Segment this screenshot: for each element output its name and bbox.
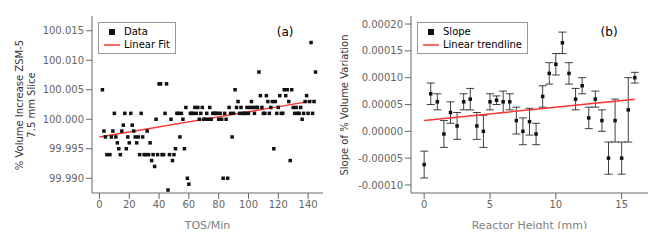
svg-text:99.990: 99.990 <box>49 173 84 184</box>
svg-text:-0.00010: -0.00010 <box>358 180 403 191</box>
html-text:(b): (b) <box>600 24 618 39</box>
svg-text:100: 100 <box>239 199 258 210</box>
svg-text:-0.00005: -0.00005 <box>358 153 403 164</box>
svg-text:5: 5 <box>487 199 493 210</box>
svg-text:20: 20 <box>123 199 136 210</box>
svg-text:TOS/Min: TOS/Min <box>184 219 231 229</box>
html-text:% Volume Increase ZSM-5 7.5 mm: % Volume Increase ZSM-5 7.5 mm Slice <box>14 39 37 170</box>
svg-text:100.000: 100.000 <box>43 114 84 125</box>
svg-text:15: 15 <box>615 199 628 210</box>
svg-text:Reactor Height (mm): Reactor Height (mm) <box>472 219 588 229</box>
svg-text:0.00015: 0.00015 <box>362 45 403 56</box>
svg-text:0.00005: 0.00005 <box>362 99 403 110</box>
svg-text:10: 10 <box>549 199 562 210</box>
svg-text:60: 60 <box>183 199 196 210</box>
svg-text:0: 0 <box>96 199 102 210</box>
svg-text:99.995: 99.995 <box>49 143 84 154</box>
svg-text:100.005: 100.005 <box>43 84 84 95</box>
svg-text:100.015: 100.015 <box>43 25 84 36</box>
svg-text:100.010: 100.010 <box>43 55 84 66</box>
svg-text:0.00020: 0.00020 <box>362 19 403 30</box>
html-text:Linear trendline: Linear trendline <box>443 39 522 50</box>
html-text:Linear Fit: Linear Fit <box>124 39 170 50</box>
svg-text:0.00000: 0.00000 <box>362 126 403 137</box>
html-text:(a): (a) <box>276 24 294 39</box>
svg-text:120: 120 <box>269 199 288 210</box>
html-text:Slope of % Volume Variation: Slope of % Volume Variation <box>339 33 350 176</box>
svg-text:140: 140 <box>299 199 318 210</box>
svg-text:80: 80 <box>212 199 225 210</box>
html-text:Slope: Slope <box>443 26 471 37</box>
svg-text:0: 0 <box>421 199 427 210</box>
html-text:Data: Data <box>124 26 148 37</box>
svg-text:40: 40 <box>153 199 166 210</box>
svg-text:0.00010: 0.00010 <box>362 72 403 83</box>
